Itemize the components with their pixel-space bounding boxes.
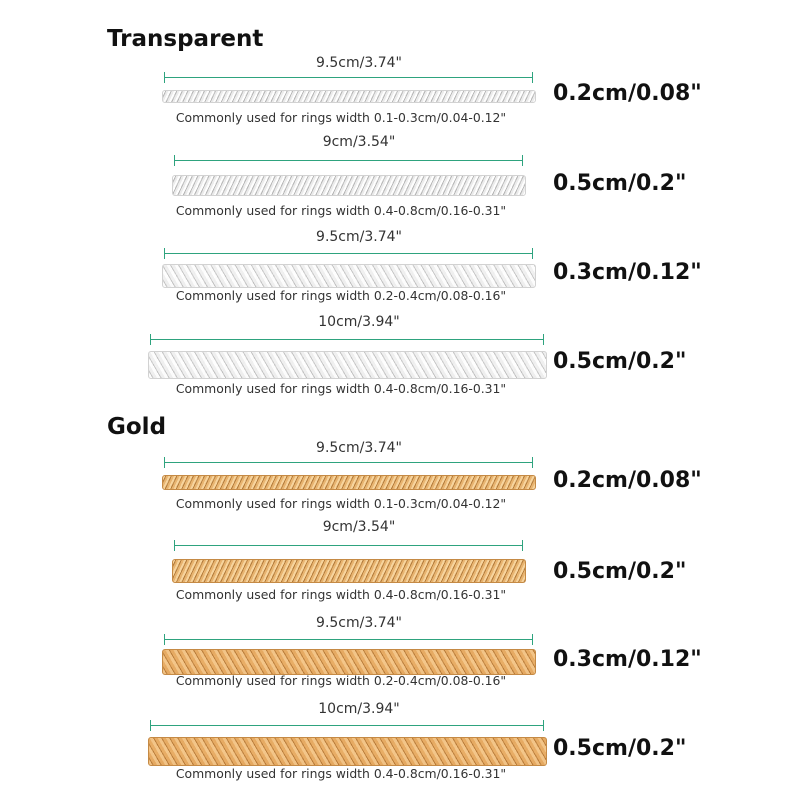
width-label: 0.5cm/0.2" [553, 736, 687, 761]
width-label: 0.5cm/0.2" [553, 349, 687, 374]
length-label: 9.5cm/3.74" [316, 615, 402, 631]
length-label: 10cm/3.94" [318, 701, 400, 717]
transparent-ring-adjuster-coil [162, 264, 536, 288]
length-label: 9cm/3.54" [322, 134, 396, 150]
width-label: 0.3cm/0.12" [553, 647, 702, 672]
length-label: 9.5cm/3.74" [316, 229, 402, 245]
product-item-transparent-2: 9cm/3.54" Commonly used for rings width … [0, 133, 800, 225]
length-dimension-line [174, 155, 523, 166]
width-label: 0.2cm/0.08" [553, 81, 702, 106]
product-item-gold-4: 10cm/3.94" Commonly used for rings width… [0, 700, 800, 792]
usage-text: Commonly used for rings width 0.1-0.3cm/… [175, 110, 507, 125]
length-dimension-line [164, 72, 533, 83]
usage-text: Commonly used for rings width 0.2-0.4cm/… [175, 673, 507, 688]
gold-ring-adjuster-coil [162, 475, 536, 490]
length-label: 9cm/3.54" [322, 519, 396, 535]
length-dimension-line [150, 334, 544, 345]
length-label: 9.5cm/3.74" [316, 440, 402, 456]
transparent-ring-adjuster-coil [162, 90, 536, 103]
usage-text: Commonly used for rings width 0.2-0.4cm/… [175, 288, 507, 303]
transparent-ring-adjuster-coil [172, 175, 526, 196]
length-dimension-line [164, 248, 533, 259]
product-item-gold-1: 9.5cm/3.74" Commonly used for rings widt… [0, 440, 800, 533]
usage-text: Commonly used for rings width 0.4-0.8cm/… [175, 381, 507, 396]
section-title-transparent: Transparent [107, 26, 264, 52]
product-item-transparent-3: 9.5cm/3.74" Commonly used for rings widt… [0, 228, 800, 320]
product-item-transparent-4: 10cm/3.94" Commonly used for rings width… [0, 313, 800, 405]
length-label: 10cm/3.94" [318, 314, 400, 330]
width-label: 0.5cm/0.2" [553, 559, 687, 584]
transparent-ring-adjuster-coil [148, 351, 547, 379]
length-dimension-line [164, 457, 533, 468]
usage-text: Commonly used for rings width 0.4-0.8cm/… [175, 766, 507, 781]
length-label: 9.5cm/3.74" [316, 55, 402, 71]
product-item-transparent-1: 9.5cm/3.74" Commonly used for rings widt… [0, 55, 800, 148]
gold-ring-adjuster-coil [148, 737, 547, 766]
product-item-gold-2: 9cm/3.54" Commonly used for rings width … [0, 518, 800, 610]
length-dimension-line [150, 720, 544, 731]
usage-text: Commonly used for rings width 0.1-0.3cm/… [175, 496, 507, 511]
gold-ring-adjuster-coil [162, 649, 536, 675]
section-title-gold: Gold [107, 414, 167, 440]
width-label: 0.3cm/0.12" [553, 260, 702, 285]
width-label: 0.5cm/0.2" [553, 171, 687, 196]
length-dimension-line [174, 540, 523, 551]
gold-ring-adjuster-coil [172, 559, 526, 583]
width-label: 0.2cm/0.08" [553, 468, 702, 493]
usage-text: Commonly used for rings width 0.4-0.8cm/… [175, 203, 507, 218]
length-dimension-line [164, 634, 533, 645]
product-item-gold-3: 9.5cm/3.74" Commonly used for rings widt… [0, 614, 800, 706]
usage-text: Commonly used for rings width 0.4-0.8cm/… [175, 587, 507, 602]
